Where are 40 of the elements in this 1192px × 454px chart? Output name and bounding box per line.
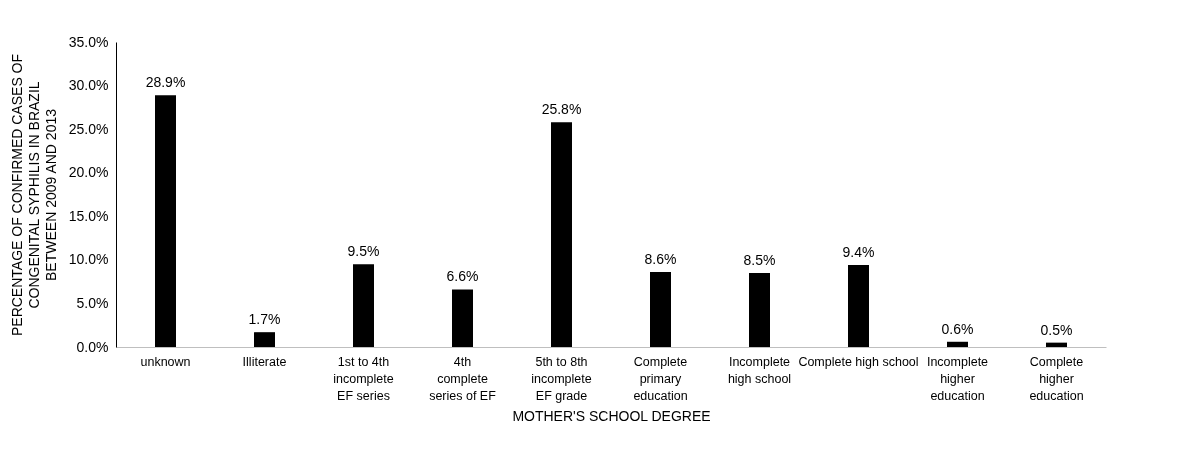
x-tick-label: Complete higher education <box>1029 354 1084 403</box>
bar <box>551 122 572 347</box>
y-tick-label: 5.0% <box>76 294 109 311</box>
y-tick-label: 0.0% <box>76 338 109 355</box>
data-label: 6.6% <box>446 268 479 285</box>
bar <box>848 265 869 347</box>
x-tick-label: 1st to 4th incomplete EF series <box>333 354 394 403</box>
data-label: 1.7% <box>248 311 281 328</box>
x-tick-label: Incomplete high school <box>727 354 792 386</box>
x-tick-label: Illiterate <box>242 354 287 369</box>
bar <box>155 95 176 347</box>
x-tick-label: 4th complete series of EF <box>429 354 497 403</box>
x-tick-label: 5th to 8th incomplete EF grade <box>531 354 592 403</box>
data-label: 25.8% <box>541 101 582 118</box>
data-label: 0.5% <box>1040 321 1073 338</box>
data-label: 8.6% <box>644 251 677 268</box>
bar <box>254 332 275 347</box>
y-axis-title: PERCENTAGE OF CONFIRMED CASES OF CONGENITAL SYPHILIS IN BRAZIL BETWEEN 2009 AND 2013 <box>8 53 59 337</box>
y-tick-label: 15.0% <box>68 207 109 224</box>
bar <box>452 289 473 347</box>
y-tick-label: 10.0% <box>68 251 109 268</box>
data-label: 9.4% <box>842 244 875 261</box>
x-axis-title: MOTHER'S SCHOOL DEGREE <box>512 408 711 424</box>
data-label: 8.5% <box>743 251 776 268</box>
bar <box>1046 342 1067 347</box>
data-label: 9.5% <box>347 243 380 260</box>
bar <box>749 272 770 347</box>
y-tick-label: 20.0% <box>68 164 109 181</box>
x-tick-label: Complete primary education <box>633 354 688 403</box>
y-tick-label: 25.0% <box>68 120 109 137</box>
x-tick-label: unknown <box>140 354 191 369</box>
data-label: 0.6% <box>941 320 974 337</box>
bar <box>353 264 374 347</box>
y-tick-label: 30.0% <box>68 77 109 94</box>
x-tick-label: Incomplete higher education <box>926 354 989 403</box>
x-tick-label: Complete high school <box>798 354 919 369</box>
y-tick-label: 35.0% <box>68 33 109 50</box>
bar <box>947 341 968 347</box>
data-label: 28.9% <box>145 74 186 91</box>
bar <box>650 272 671 347</box>
